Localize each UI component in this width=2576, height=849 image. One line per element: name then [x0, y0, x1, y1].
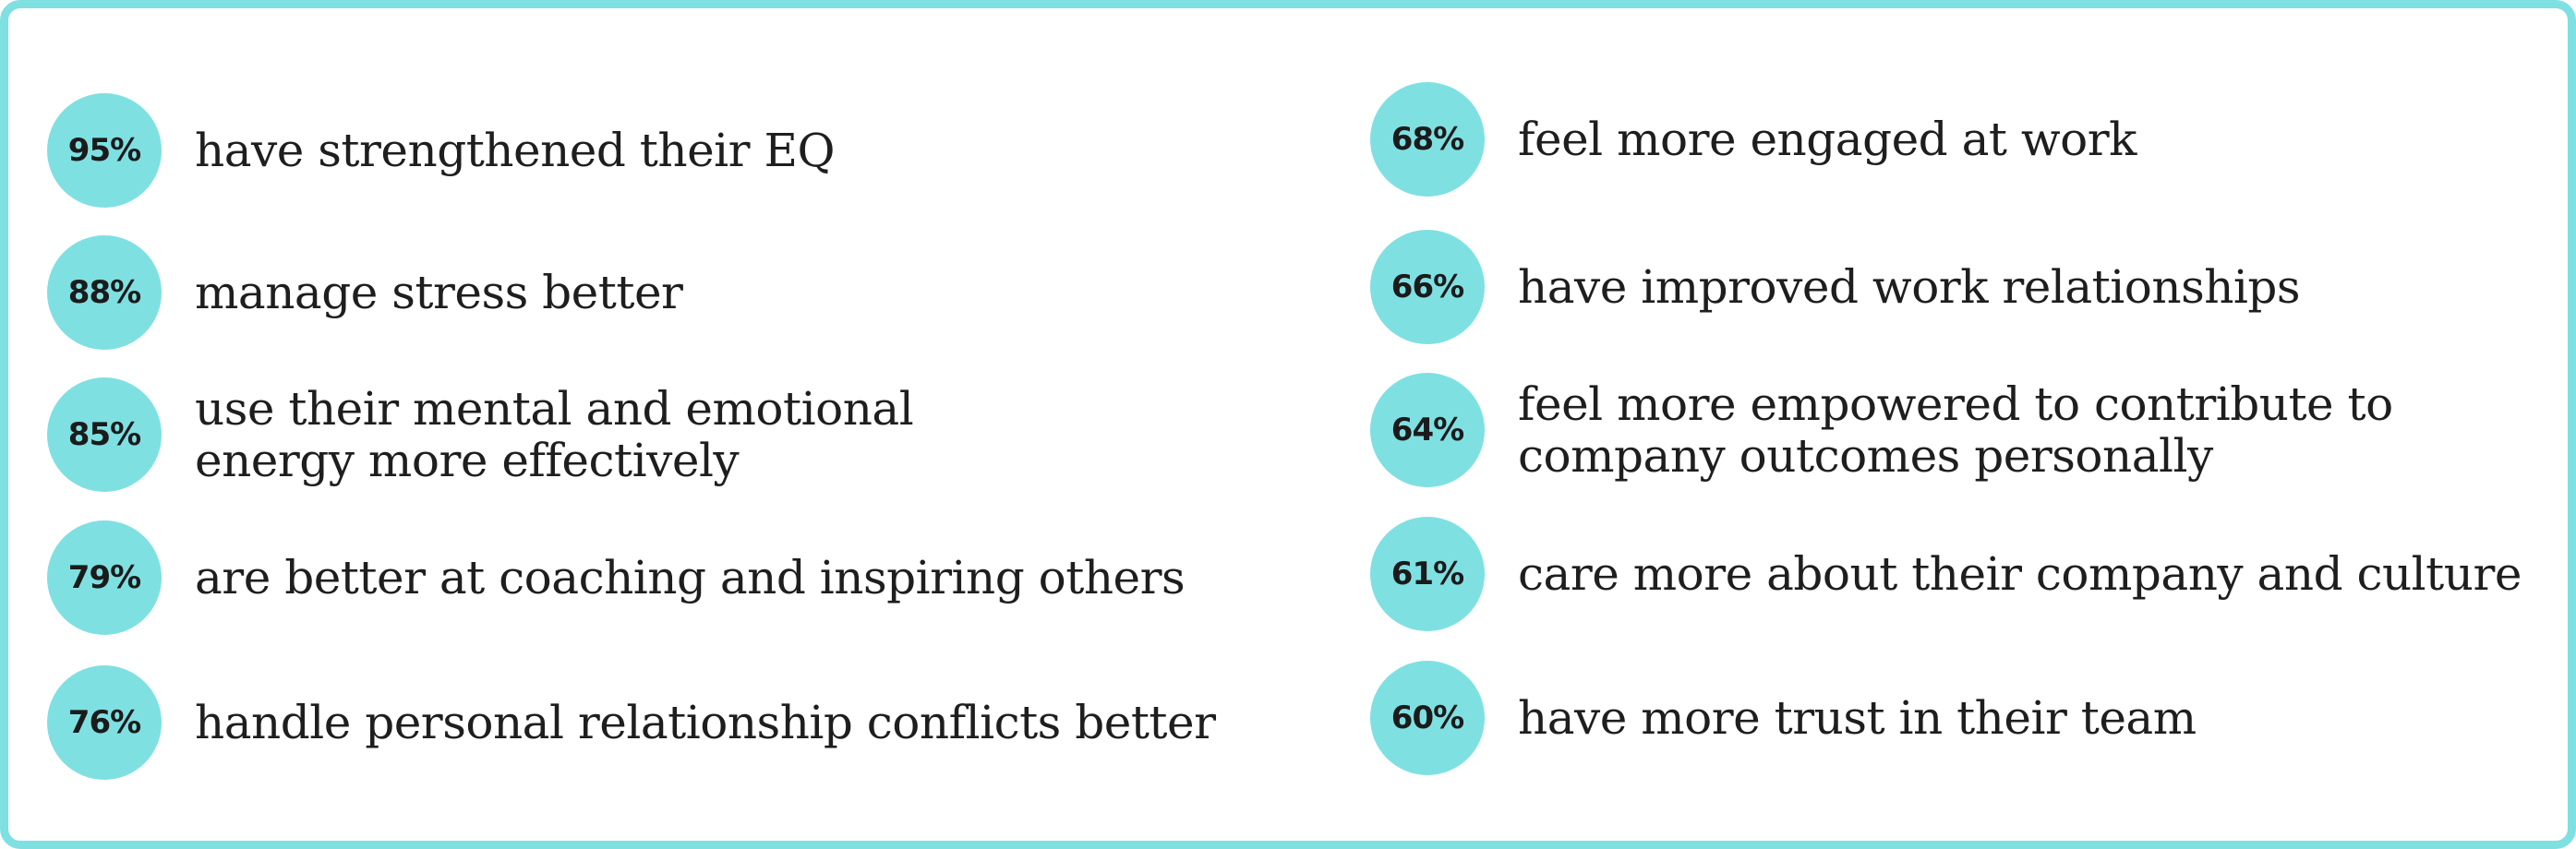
stat-label-line: use their mental and emotional — [195, 382, 914, 436]
percent-badge: 79% — [47, 520, 162, 635]
stat-label: handle personal relationship conflicts b… — [195, 697, 1216, 748]
stat-label: manage stress better — [195, 266, 683, 319]
stat-label-line: company outcomes personally — [1518, 429, 2213, 483]
percent-badge: 68% — [1370, 82, 1485, 197]
stat-label-line: feel more engaged at work — [1518, 113, 2137, 166]
stat-item: 66% have improved work relationships — [1370, 230, 2301, 344]
stat-label-line: feel more empowered to contribute to — [1518, 377, 2393, 431]
stat-label: care more about their company and cultur… — [1518, 548, 2522, 600]
stat-label-line: energy more effectively — [195, 434, 740, 487]
stat-label-line: have more trust in their team — [1518, 691, 2197, 745]
percent-badge: 85% — [47, 377, 162, 492]
stat-label: have more trust in their team — [1518, 692, 2197, 744]
stat-item: 88% manage stress better — [47, 235, 683, 350]
stat-label-line: manage stress better — [195, 266, 683, 319]
stat-label-line: handle personal relationship conflicts b… — [195, 696, 1216, 749]
stat-label: are better at coaching and inspiring oth… — [195, 551, 1186, 604]
percent-badge: 88% — [47, 235, 162, 350]
stat-item: 61% care more about their company and cu… — [1370, 517, 2522, 631]
stat-label: have strengthened their EQ — [195, 125, 835, 176]
percent-badge: 76% — [47, 665, 162, 780]
stat-item: 60% have more trust in their team — [1370, 661, 2197, 775]
stat-item: 95% have strengthened their EQ — [47, 93, 835, 208]
stat-item: 79% are better at coaching and inspiring… — [47, 520, 1186, 635]
stat-label: feel more engaged at work — [1518, 114, 2137, 165]
stat-label: feel more empowered to contribute to com… — [1518, 378, 2393, 482]
stat-label-line: care more about their company and cultur… — [1518, 547, 2522, 601]
stat-label-line: have strengthened their EQ — [195, 124, 835, 177]
stat-label-line: have improved work relationships — [1518, 260, 2301, 314]
percent-badge: 61% — [1370, 517, 1485, 631]
percent-badge: 60% — [1370, 661, 1485, 775]
percent-badge: 66% — [1370, 230, 1485, 344]
percent-badge: 95% — [47, 93, 162, 208]
stat-item: 64% feel more empowered to contribute to… — [1370, 373, 2393, 487]
stat-label: have improved work relationships — [1518, 260, 2301, 314]
percent-badge: 64% — [1370, 373, 1485, 487]
stat-label: use their mental and emotional energy mo… — [195, 382, 914, 487]
stat-item: 68% feel more engaged at work — [1370, 82, 2137, 197]
stat-item: 85% use their mental and emotional energ… — [47, 377, 914, 492]
stat-label-line: are better at coaching and inspiring oth… — [195, 551, 1186, 604]
stat-item: 76% handle personal relationship conflic… — [47, 665, 1216, 780]
